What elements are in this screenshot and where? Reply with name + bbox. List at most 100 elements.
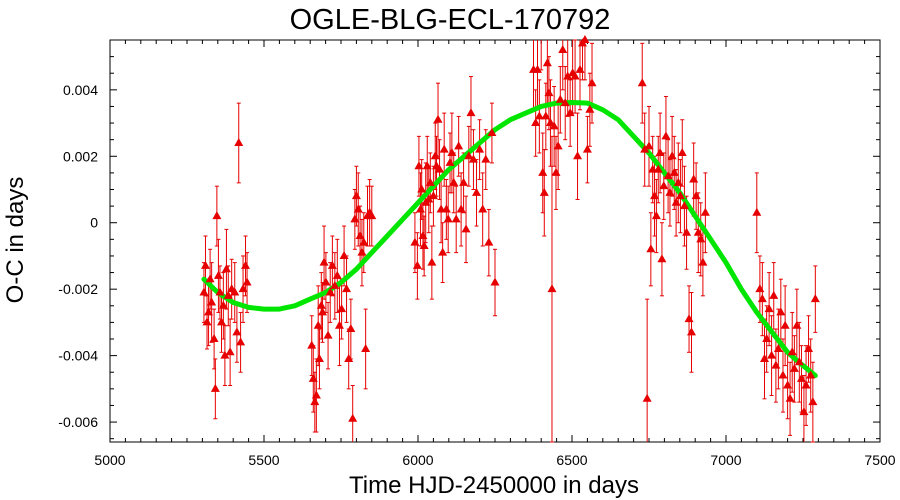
data-point-marker [677, 147, 687, 156]
data-point-marker [210, 383, 220, 392]
data-point-marker [542, 58, 552, 67]
data-point-marker [321, 277, 331, 286]
data-point-marker [428, 191, 438, 200]
data-point-marker [547, 284, 557, 293]
x-tick-label: 6000 [402, 452, 433, 468]
data-point-marker [310, 397, 320, 406]
y-tick-label: -0.002 [58, 281, 98, 297]
data-point-marker [789, 363, 799, 372]
data-point-marker [468, 154, 478, 163]
x-tick-label: 5500 [248, 452, 279, 468]
data-point-marker [359, 237, 369, 246]
data-point-marker [558, 44, 568, 53]
data-point-marker [232, 327, 242, 336]
data-point-marker [673, 177, 683, 186]
data-point-marker [661, 131, 671, 140]
data-point-marker [531, 118, 541, 127]
data-point-marker [693, 227, 703, 236]
data-point-marker [316, 300, 326, 309]
data-point-marker [663, 171, 673, 180]
data-point-marker [551, 167, 561, 176]
data-point-marker [221, 264, 231, 273]
chart-title: OGLE-BLG-ECL-170792 [290, 4, 611, 36]
data-point-marker [456, 204, 466, 213]
error-bars [201, 39, 818, 443]
data-point-marker [339, 250, 349, 259]
data-point-marker [439, 144, 449, 153]
data-point-marker [464, 151, 474, 160]
y-tick-label: -0.004 [58, 348, 98, 364]
data-point-marker [650, 191, 660, 200]
data-point-marker [213, 270, 223, 279]
axis-ticks [109, 39, 881, 442]
data-point-marker [667, 151, 677, 160]
data-point-marker [311, 390, 321, 399]
data-point-marker [783, 380, 793, 389]
x-tick-label: 6500 [556, 452, 587, 468]
y-tick-label: 0.002 [63, 148, 98, 164]
data-point-marker [644, 141, 654, 150]
data-point-marker [353, 204, 363, 213]
data-point-marker [351, 191, 361, 200]
data-point-marker [560, 98, 570, 107]
data-point-marker [314, 353, 324, 362]
y-tick-label: -0.006 [58, 414, 98, 430]
data-point-marker [410, 237, 420, 246]
data-point-marker [642, 393, 652, 402]
data-point-marker [776, 307, 786, 316]
data-point-marker [199, 287, 209, 296]
data-point-marker [454, 141, 464, 150]
data-point-marker [223, 290, 233, 299]
data-point-marker [475, 144, 485, 153]
data-point-marker [764, 304, 774, 313]
data-point-marker [346, 324, 356, 333]
data-point-marker [443, 214, 453, 223]
data-point-marker [308, 373, 318, 382]
data-point-marker [794, 357, 804, 366]
data-point-marker [204, 307, 214, 316]
data-point-marker [433, 114, 443, 123]
data-point-marker [337, 304, 347, 313]
data-point-marker [342, 284, 352, 293]
data-point-marker [806, 370, 816, 379]
data-point-marker [682, 227, 692, 236]
data-point-marker [425, 177, 435, 186]
x-tick-label: 7000 [710, 452, 741, 468]
data-point-marker [655, 147, 665, 156]
data-point-marker [361, 343, 371, 352]
data-point-marker [344, 353, 354, 362]
data-point-marker [771, 360, 781, 369]
data-point-marker [762, 334, 772, 343]
data-point-marker [687, 327, 697, 336]
data-point-marker [659, 181, 669, 190]
data-point-marker [212, 211, 222, 220]
data-point-marker [414, 161, 424, 170]
data-point-marker [234, 137, 244, 146]
data-point-marker [230, 287, 240, 296]
data-point-marker [804, 343, 814, 352]
data-point-marker [357, 247, 367, 256]
data-point-marker [216, 317, 226, 326]
data-point-marker [415, 204, 425, 213]
x-tick-label: 7500 [864, 452, 895, 468]
data-point-marker [200, 260, 210, 269]
data-point-marker [419, 240, 429, 249]
data-point-marker [679, 201, 689, 210]
data-point-marker [563, 71, 573, 80]
data-point-marker [669, 167, 679, 176]
data-point-marker [696, 234, 706, 243]
data-point-marker [241, 260, 251, 269]
data-point-marker [799, 407, 809, 416]
data-point-marker [533, 64, 543, 73]
data-point-marker [451, 214, 461, 223]
data-point-marker [236, 337, 246, 346]
data-point-marker [350, 214, 360, 223]
data-point-marker [449, 177, 459, 186]
data-point-marker [780, 320, 790, 329]
data-point-marker [412, 260, 422, 269]
data-point-marker [424, 194, 434, 203]
data-point-marker [538, 167, 548, 176]
data-point-marker [459, 177, 469, 186]
data-point-marker [575, 64, 585, 73]
data-point-marker [478, 204, 488, 213]
